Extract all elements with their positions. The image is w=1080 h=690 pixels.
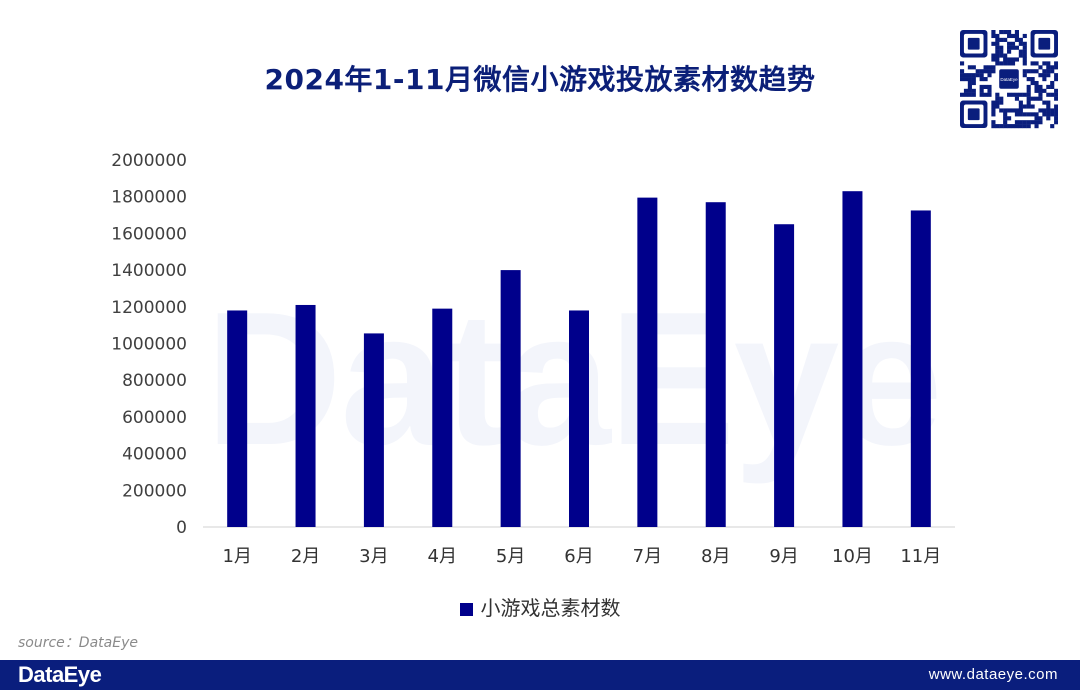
- source-note: source：DataEye: [18, 635, 138, 651]
- y-tick-label: 1600000: [111, 224, 187, 244]
- x-tick-label: 1月: [222, 546, 251, 567]
- bar: [363, 333, 384, 527]
- y-tick-label: 200000: [122, 481, 187, 501]
- bar: [432, 308, 453, 527]
- bar: [569, 310, 589, 527]
- bar: [774, 224, 795, 527]
- x-tick-label: 8月: [701, 546, 730, 567]
- y-tick-label: 600000: [122, 408, 187, 428]
- footer-logo: DataEye: [18, 662, 102, 687]
- x-tick-label: 3月: [359, 546, 388, 567]
- legend-swatch: [459, 603, 473, 616]
- y-tick-label: 800000: [122, 371, 187, 391]
- bar-chart: 0 200000 400000 600000 800000 1000000 1200000 1…: [111, 151, 955, 567]
- y-tick-label: 1800000: [111, 188, 187, 208]
- footer-bar: DataEye www.dataeye.com: [0, 660, 1080, 690]
- y-tick-label: 0: [176, 518, 187, 538]
- x-tick-label: 7月: [633, 546, 662, 567]
- bar: [910, 210, 931, 527]
- x-tick-label: 4月: [428, 546, 457, 567]
- y-tick-label: 1000000: [111, 335, 187, 355]
- chart-title: 2024年1-11月微信小游戏投放素材数趋势: [264, 63, 816, 96]
- y-tick-label: 1200000: [111, 298, 187, 318]
- bar: [295, 304, 316, 527]
- x-tick-label: 10月: [832, 546, 873, 567]
- chart-legend: 小游戏总素材数: [0, 592, 1080, 621]
- bar: [227, 310, 248, 527]
- x-tick-label: 11月: [900, 546, 941, 567]
- bar: [705, 202, 726, 527]
- y-tick-label: 1400000: [111, 261, 187, 281]
- x-tick-label: 6月: [564, 546, 593, 567]
- footer-url: www.dataeye.com: [928, 666, 1058, 683]
- x-tick-label: 5月: [496, 546, 525, 567]
- y-tick-label: 400000: [122, 445, 187, 465]
- qr-logo-text: DataEye: [1000, 77, 1018, 82]
- x-tick-label: 9月: [769, 546, 798, 567]
- bar: [842, 191, 863, 527]
- legend-label: 小游戏总素材数: [480, 596, 621, 620]
- x-tick-label: 2月: [291, 546, 320, 567]
- qr-code: DataEye: [960, 30, 1058, 129]
- bar: [500, 270, 521, 527]
- bar: [637, 197, 658, 527]
- y-tick-label: 2000000: [111, 151, 187, 171]
